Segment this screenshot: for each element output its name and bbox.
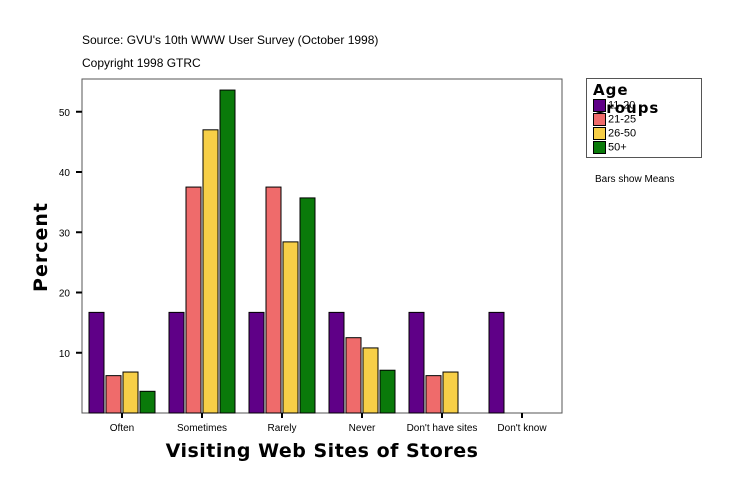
x-tick-label: Don't have sites <box>407 423 478 434</box>
bar <box>202 129 219 414</box>
bar <box>408 311 425 414</box>
y-tick-label: 20 <box>59 289 71 300</box>
y-tick-label: 50 <box>59 108 71 119</box>
bar <box>299 197 316 414</box>
means-note: Bars show Means <box>595 174 675 185</box>
bar <box>105 375 122 414</box>
bar <box>379 369 396 414</box>
bar <box>265 186 282 414</box>
bar <box>425 375 442 414</box>
x-tick-label: Never <box>349 423 376 434</box>
bar <box>88 311 105 414</box>
bar <box>139 390 156 414</box>
y-tick-label: 10 <box>59 349 71 360</box>
legend-item-11-20: 11-20 <box>593 99 635 112</box>
bar <box>185 186 202 414</box>
swatch-icon <box>593 141 606 154</box>
y-tick-label: 40 <box>59 168 71 179</box>
bar <box>488 311 505 414</box>
legend-item-26-50: 26-50 <box>593 127 636 140</box>
x-tick-label: Sometimes <box>177 423 227 434</box>
bar <box>248 311 265 414</box>
bar <box>328 311 345 414</box>
x-tick-label: Rarely <box>268 423 297 434</box>
plot-area <box>81 78 563 414</box>
bar <box>345 337 362 414</box>
legend: Age Groups 11-20 21-25 26-50 50+ <box>586 78 702 158</box>
bar <box>168 311 185 414</box>
y-tick-label: 30 <box>59 228 71 239</box>
legend-item-21-25: 21-25 <box>593 113 636 126</box>
bar <box>362 347 379 414</box>
source-text: Source: GVU's 10th WWW User Survey (Octo… <box>82 33 379 47</box>
x-tick-label: Don't know <box>497 423 547 434</box>
bar <box>282 241 299 414</box>
bar <box>442 371 459 414</box>
swatch-icon <box>593 99 606 112</box>
swatch-icon <box>593 127 606 140</box>
legend-title: Age Groups <box>593 81 660 117</box>
swatch-icon <box>593 113 606 126</box>
bar <box>122 371 139 414</box>
copyright-text: Copyright 1998 GTRC <box>82 56 201 70</box>
bar <box>219 89 236 414</box>
x-axis-title: Visiting Web Sites of Stores <box>166 440 479 462</box>
legend-item-50plus: 50+ <box>593 141 627 154</box>
x-tick-label: Often <box>110 423 134 434</box>
y-axis-title: Percent <box>30 202 52 292</box>
